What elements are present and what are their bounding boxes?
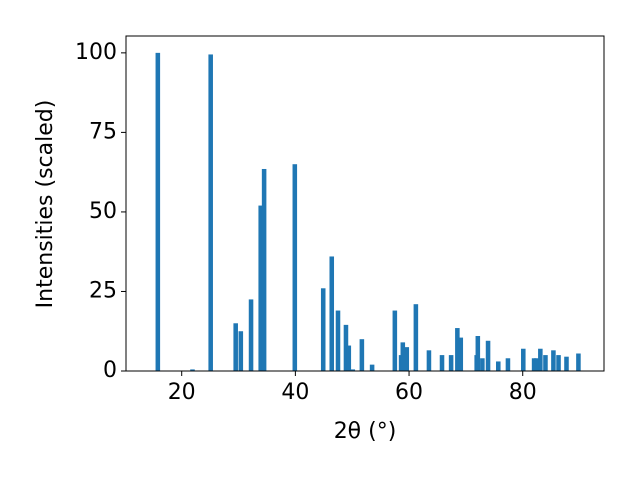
bar bbox=[404, 347, 410, 371]
bar bbox=[496, 361, 501, 371]
bar bbox=[190, 369, 195, 371]
bar bbox=[329, 256, 335, 371]
bar bbox=[551, 350, 556, 371]
bar bbox=[576, 353, 581, 371]
bar bbox=[208, 54, 213, 372]
y-tick-label: 0 bbox=[103, 358, 117, 383]
bar bbox=[292, 164, 298, 371]
bar bbox=[400, 342, 406, 371]
bar bbox=[556, 355, 561, 371]
bar bbox=[320, 288, 326, 371]
bar bbox=[258, 205, 263, 371]
bar bbox=[413, 304, 419, 371]
y-tick-label: 50 bbox=[89, 199, 117, 224]
bar bbox=[480, 358, 485, 371]
bar bbox=[392, 310, 398, 371]
x-tick-label: 40 bbox=[281, 380, 309, 405]
bar bbox=[521, 348, 526, 371]
bar bbox=[455, 328, 460, 371]
y-tick-label: 25 bbox=[89, 278, 117, 303]
bar bbox=[350, 369, 356, 371]
bar bbox=[233, 323, 238, 371]
bar bbox=[238, 331, 244, 371]
bar bbox=[505, 358, 511, 371]
x-tick-label: 20 bbox=[168, 380, 196, 405]
bar bbox=[485, 340, 491, 371]
bar bbox=[359, 339, 365, 371]
y-tick-label: 100 bbox=[75, 40, 117, 65]
bar bbox=[369, 364, 375, 371]
bar bbox=[534, 358, 539, 371]
plot-frame bbox=[125, 35, 605, 372]
bar bbox=[448, 355, 454, 371]
bar bbox=[335, 310, 341, 371]
bar bbox=[426, 350, 432, 371]
bar bbox=[261, 168, 267, 371]
x-tick-label: 80 bbox=[509, 380, 537, 405]
x-axis-label: 2θ (°) bbox=[334, 419, 397, 444]
bar bbox=[564, 356, 569, 371]
x-tick-label: 60 bbox=[395, 380, 423, 405]
bar bbox=[538, 348, 543, 371]
bar bbox=[475, 336, 481, 371]
bar bbox=[439, 355, 445, 371]
bar bbox=[155, 52, 161, 371]
y-axis-label: Intensities (scaled) bbox=[33, 100, 58, 309]
bar bbox=[343, 324, 349, 371]
bar bbox=[248, 299, 254, 371]
bar bbox=[458, 337, 464, 371]
y-tick-label: 75 bbox=[89, 119, 117, 144]
bar bbox=[543, 355, 548, 371]
bar bbox=[346, 345, 352, 371]
